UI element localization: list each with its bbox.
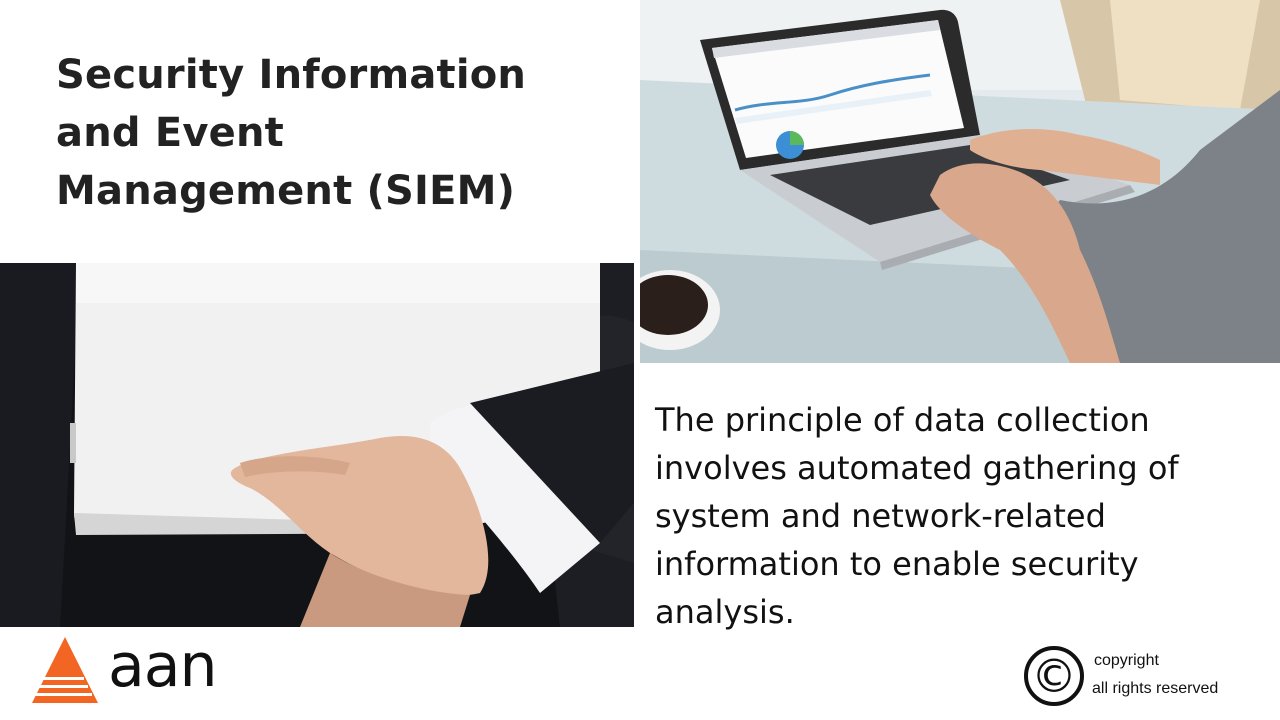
slide-title-line: Management (SIEM) <box>56 168 516 214</box>
photo-laptop-analytics <box>640 0 1280 363</box>
copyright-label: copyright <box>1094 652 1159 669</box>
copyright-icon: © <box>1024 646 1084 706</box>
rights-reserved-label: all rights reserved <box>1092 680 1219 697</box>
slide-body-text: The principle of data collection involve… <box>655 396 1215 636</box>
body-line: involves automated gathering of <box>655 449 1179 487</box>
body-line: information to enable security <box>655 545 1139 583</box>
slide-title: Security Information and Event Managemen… <box>56 46 616 220</box>
slide-title-line: Security Information <box>56 52 527 98</box>
copyright-notice: © copyright all rights reserved <box>1024 646 1264 710</box>
logo-wordmark: aan <box>108 631 218 701</box>
orange-triangle-logo-icon <box>32 637 98 703</box>
photo-hand-holding-laptop <box>0 263 634 627</box>
company-logo: aan <box>32 631 218 705</box>
body-line: The principle of data collection <box>655 401 1150 439</box>
slide-title-line: and Event <box>56 110 284 156</box>
body-line: analysis. <box>655 593 795 631</box>
body-line: system and network-related <box>655 497 1106 535</box>
